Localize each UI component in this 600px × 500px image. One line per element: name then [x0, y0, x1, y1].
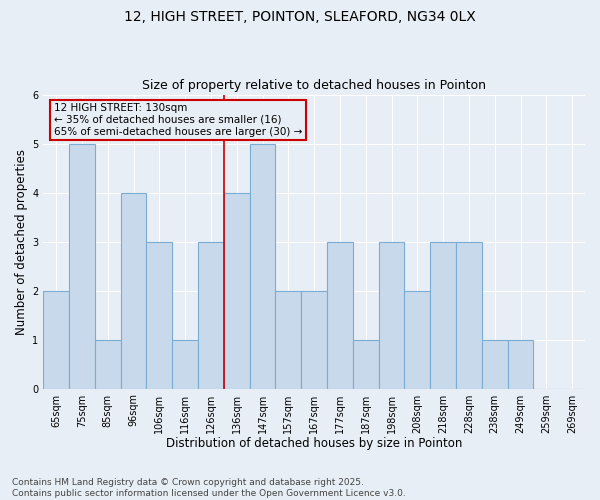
- Text: 12 HIGH STREET: 130sqm
← 35% of detached houses are smaller (16)
65% of semi-det: 12 HIGH STREET: 130sqm ← 35% of detached…: [54, 104, 302, 136]
- Bar: [121, 192, 146, 388]
- Bar: [404, 290, 430, 388]
- Bar: [250, 144, 275, 388]
- Title: Size of property relative to detached houses in Pointon: Size of property relative to detached ho…: [142, 79, 486, 92]
- Bar: [198, 242, 224, 388]
- Bar: [224, 192, 250, 388]
- Y-axis label: Number of detached properties: Number of detached properties: [15, 148, 28, 334]
- Bar: [69, 144, 95, 388]
- Bar: [275, 290, 301, 388]
- Bar: [482, 340, 508, 388]
- Bar: [430, 242, 456, 388]
- Bar: [508, 340, 533, 388]
- Bar: [172, 340, 198, 388]
- Bar: [353, 340, 379, 388]
- Bar: [456, 242, 482, 388]
- Text: Contains HM Land Registry data © Crown copyright and database right 2025.
Contai: Contains HM Land Registry data © Crown c…: [12, 478, 406, 498]
- Bar: [379, 242, 404, 388]
- Bar: [301, 290, 327, 388]
- Bar: [43, 290, 69, 388]
- Bar: [327, 242, 353, 388]
- Text: 12, HIGH STREET, POINTON, SLEAFORD, NG34 0LX: 12, HIGH STREET, POINTON, SLEAFORD, NG34…: [124, 10, 476, 24]
- X-axis label: Distribution of detached houses by size in Pointon: Distribution of detached houses by size …: [166, 437, 463, 450]
- Bar: [146, 242, 172, 388]
- Bar: [95, 340, 121, 388]
